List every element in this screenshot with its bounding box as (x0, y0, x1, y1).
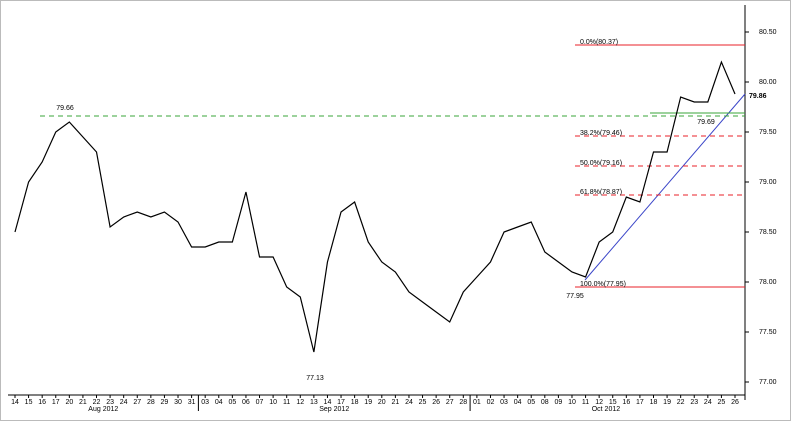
x-tick-label: 11 (283, 399, 290, 406)
x-tick-label: 24 (120, 399, 128, 406)
x-tick-label: 15 (25, 399, 33, 406)
x-tick-label: 02 (487, 399, 495, 406)
x-tick-label: 20 (65, 399, 73, 406)
y-tick-label: 77.50 (759, 329, 777, 336)
x-tick-label: 30 (174, 399, 182, 406)
month-label: Aug 2012 (88, 406, 118, 413)
y-tick-label: 80.00 (759, 79, 777, 86)
x-tick-label: 10 (568, 399, 576, 406)
x-tick-label: 28 (147, 399, 155, 406)
x-tick-label: 28 (459, 399, 467, 406)
month-label: Oct 2012 (592, 406, 621, 413)
x-tick-label: 19 (663, 399, 671, 406)
x-tick-label: 26 (731, 399, 739, 406)
x-tick-label: 23 (690, 399, 698, 406)
x-tick-label: 16 (38, 399, 46, 406)
x-tick-label: 11 (582, 399, 589, 406)
x-tick-label: 17 (52, 399, 60, 406)
y-tick-label: 79.00 (759, 179, 777, 186)
x-tick-label: 29 (161, 399, 169, 406)
x-tick-label: 21 (79, 399, 87, 406)
x-tick-label: 03 (500, 399, 508, 406)
x-tick-label: 23 (106, 399, 114, 406)
last-price-label: 79.86 (749, 93, 767, 100)
x-tick-label: 06 (242, 399, 250, 406)
y-tick-label: 77.00 (759, 379, 777, 386)
x-tick-label: 17 (337, 399, 345, 406)
x-tick-label: 05 (527, 399, 535, 406)
month-label: Sep 2012 (319, 406, 349, 413)
x-tick-label: 18 (351, 399, 359, 406)
x-tick-label: 20 (378, 399, 386, 406)
x-tick-label: 16 (622, 399, 630, 406)
x-tick-label: 22 (677, 399, 685, 406)
x-tick-label: 25 (419, 399, 427, 406)
y-tick-label: 79.50 (759, 129, 777, 136)
annotation: 79.69 (697, 119, 715, 126)
x-tick-label: 15 (609, 399, 617, 406)
x-tick-label: 27 (133, 399, 141, 406)
annotation: 77.13 (306, 375, 324, 382)
fib-label: 61.8%(78.87) (580, 189, 622, 196)
fib-label: 38.2%(79.46) (580, 130, 622, 137)
x-tick-label: 08 (541, 399, 549, 406)
price-line (14, 60, 736, 353)
x-tick-label: 10 (269, 399, 277, 406)
x-tick-label: 09 (554, 399, 562, 406)
fib-label: 100.0%(77.95) (580, 281, 626, 288)
x-tick-label: 17 (636, 399, 644, 406)
y-tick-label: 78.50 (759, 229, 777, 236)
x-tick-label: 07 (256, 399, 264, 406)
x-tick-label: 03 (201, 399, 209, 406)
x-tick-label: 04 (215, 399, 223, 406)
x-tick-label: 19 (364, 399, 372, 406)
x-tick-label: 21 (391, 399, 399, 406)
x-tick-label: 22 (93, 399, 101, 406)
x-tick-label: 14 (324, 399, 332, 406)
x-tick-label: 12 (296, 399, 304, 406)
annotation: 77.95 (566, 293, 584, 300)
y-tick-label: 80.50 (759, 29, 777, 36)
x-tick-label: 12 (595, 399, 603, 406)
x-tick-label: 01 (473, 399, 481, 406)
x-tick-label: 24 (405, 399, 413, 406)
x-tick-label: 05 (228, 399, 236, 406)
x-tick-label: 27 (446, 399, 454, 406)
x-tick-label: 18 (650, 399, 658, 406)
x-tick-label: 26 (432, 399, 440, 406)
x-tick-label: 31 (188, 399, 196, 406)
x-tick-label: 04 (514, 399, 522, 406)
y-tick-label: 78.00 (759, 279, 777, 286)
x-tick-label: 13 (310, 399, 318, 406)
trendline (584, 93, 746, 281)
x-tick-label: 14 (11, 399, 19, 406)
x-tick-label: 25 (718, 399, 726, 406)
fib-label: 0.0%(80.37) (580, 39, 618, 46)
x-tick-label: 24 (704, 399, 712, 406)
annotation: 79.66 (56, 105, 74, 112)
fib-label: 50.0%(79.16) (580, 160, 622, 167)
